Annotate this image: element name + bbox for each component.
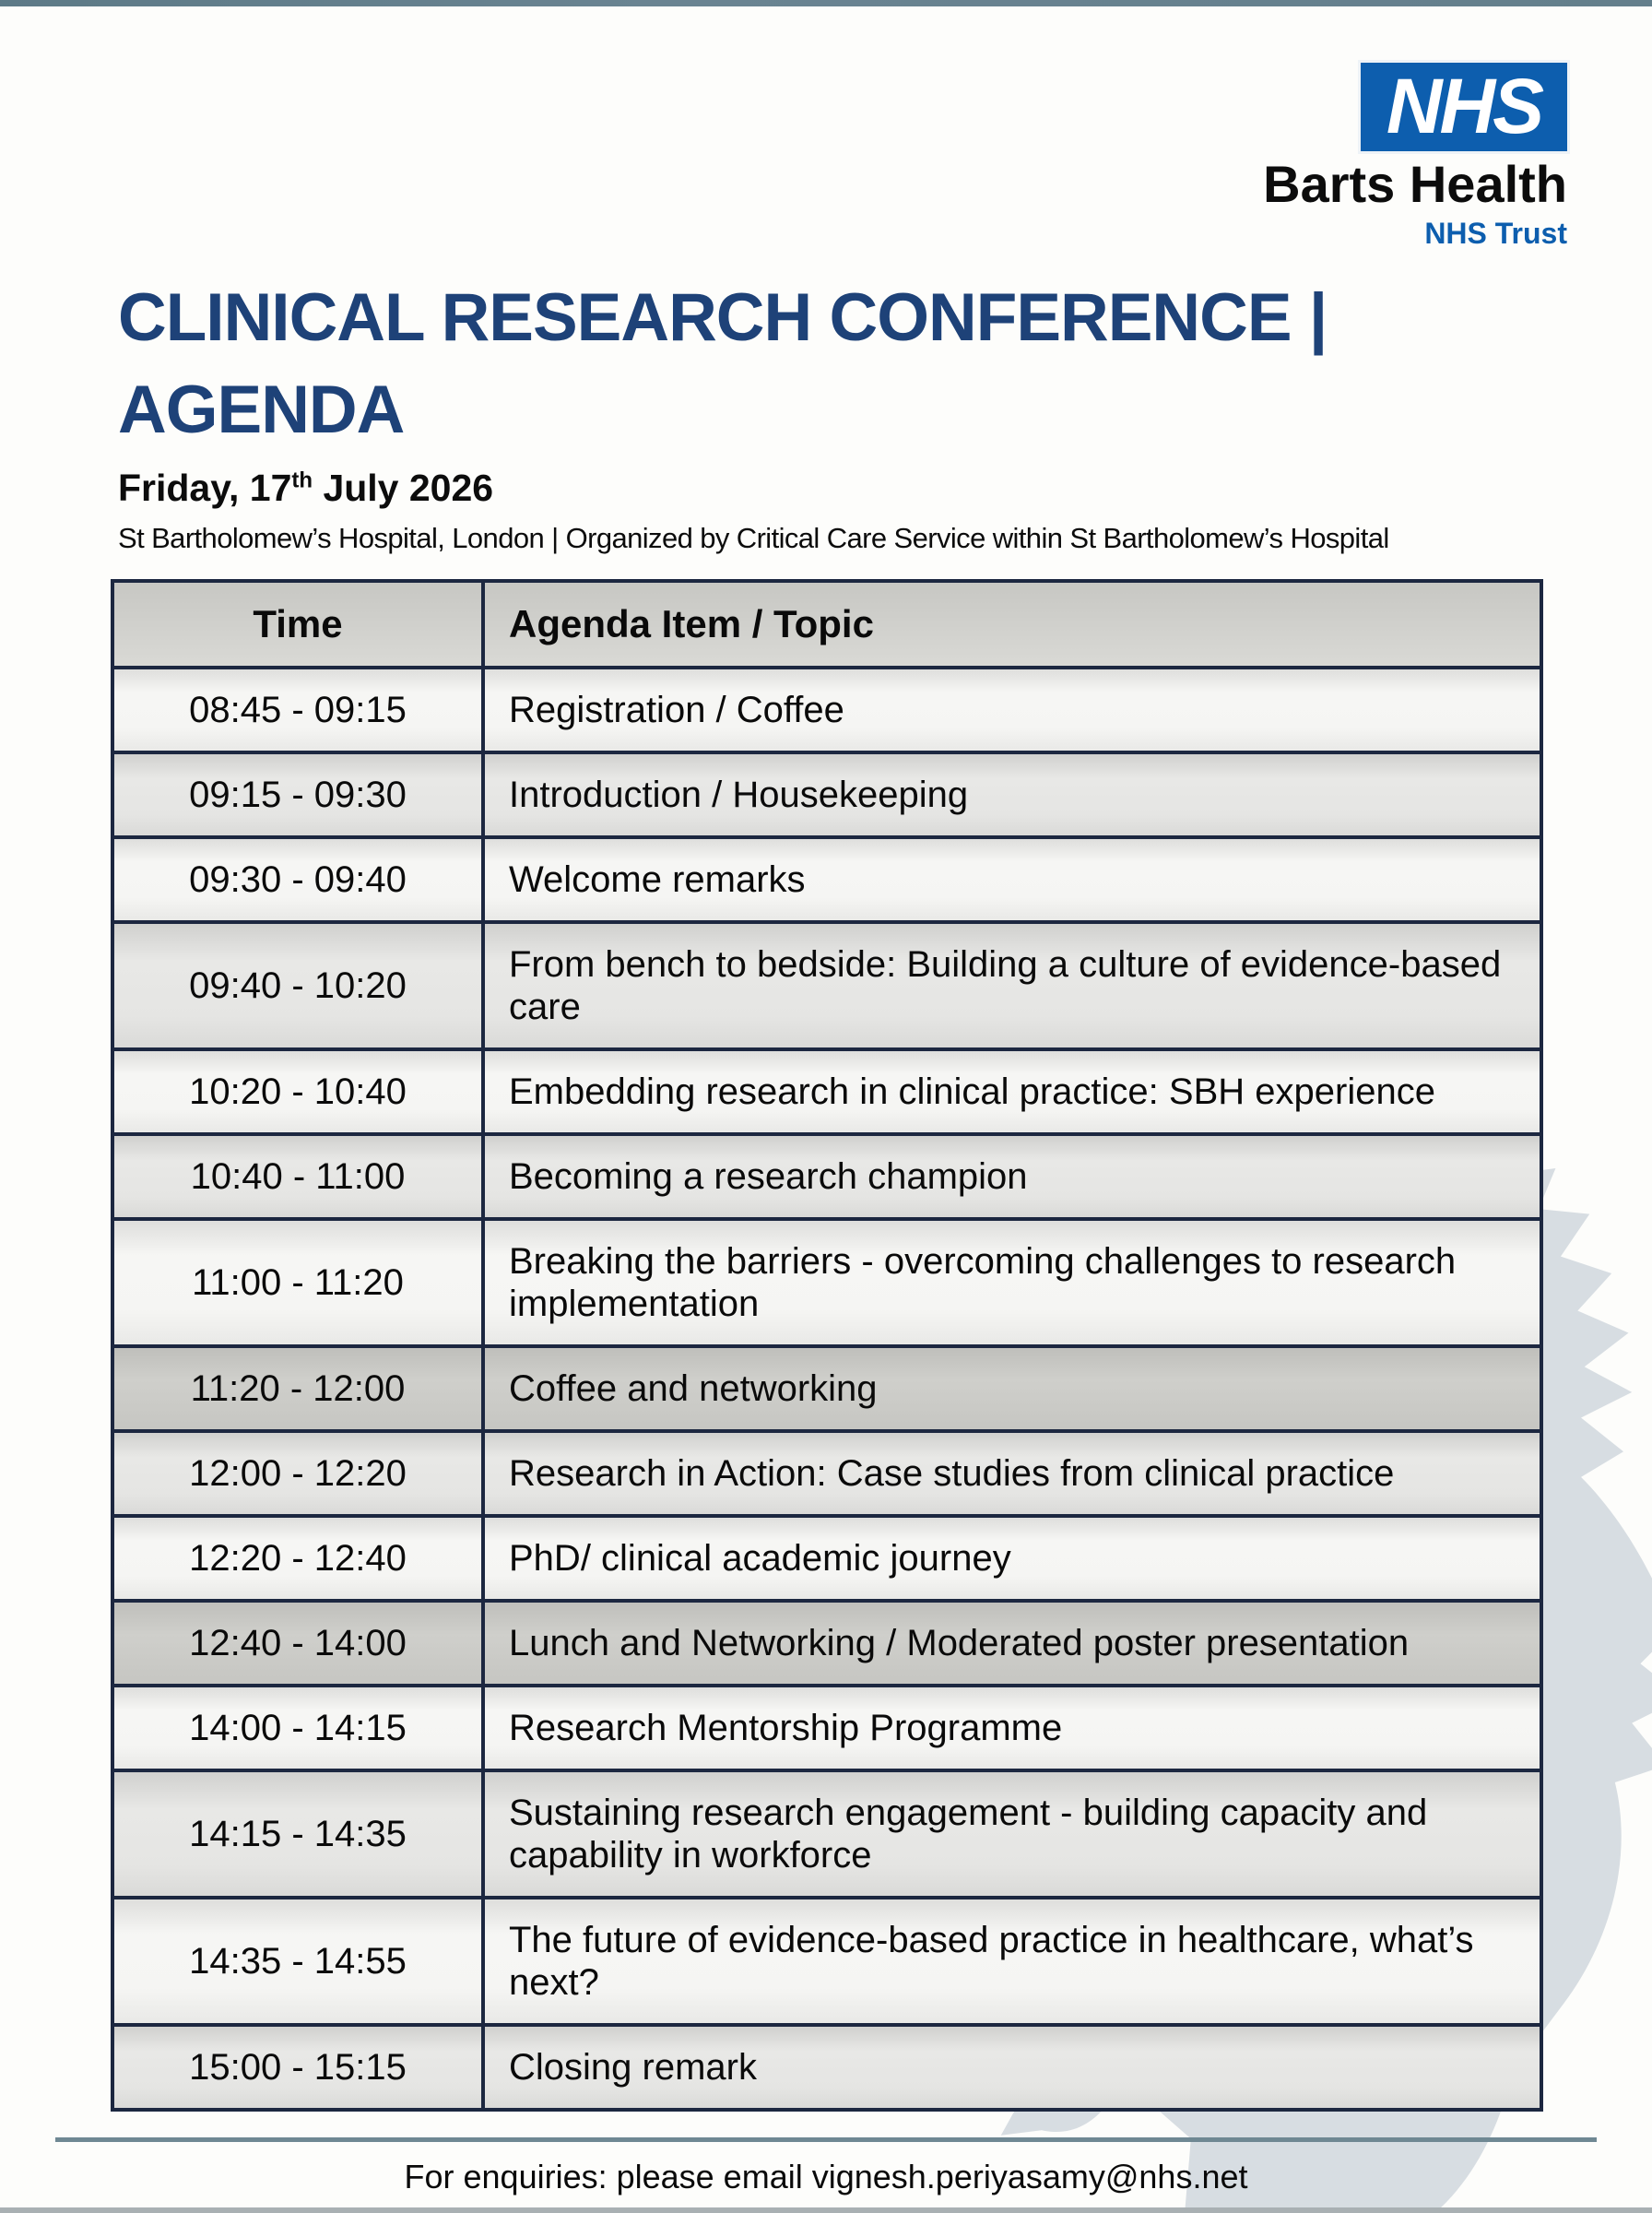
- table-row: 09:15 - 09:30 Introduction / Housekeeping: [111, 751, 1543, 840]
- enquiries-note: For enquiries: please email vignesh.peri…: [0, 2158, 1652, 2196]
- time-cell: 12:40 - 14:00: [111, 1599, 485, 1688]
- time-cell: 14:35 - 14:55: [111, 1896, 485, 2028]
- event-date-prefix: Friday, 17: [118, 467, 292, 509]
- table-row: 12:20 - 12:40 PhD/ clinical academic jour…: [111, 1514, 1543, 1604]
- table-row: 14:35 - 14:55 The future of evidence-base…: [111, 1896, 1543, 2028]
- time-cell: 10:40 - 11:00: [111, 1132, 485, 1222]
- time-cell: 11:20 - 12:00: [111, 1344, 485, 1434]
- table-row: 08:45 - 09:15 Registration / Coffee: [111, 666, 1543, 755]
- event-date-ordinal: th: [291, 467, 313, 493]
- topic-cell: Research Mentorship Programme: [481, 1684, 1543, 1773]
- topic-cell: The future of evidence-based practice in…: [481, 1896, 1543, 2028]
- page-title-line1: CLINICAL RESEARCH CONFERENCE |: [118, 280, 1328, 355]
- table-header-row: Time Agenda Item / Topic: [111, 578, 1543, 670]
- table-row: 09:30 - 09:40 Welcome remarks: [111, 835, 1543, 925]
- topic-cell: Research in Action: Case studies from cl…: [481, 1429, 1543, 1519]
- table-row: 10:40 - 11:00 Becoming a research champio…: [111, 1132, 1543, 1222]
- topic-cell: Introduction / Housekeeping: [481, 751, 1543, 840]
- topic-cell: From bench to bedside: Building a cultur…: [481, 920, 1543, 1052]
- topic-cell: Embedding research in clinical practice:…: [481, 1047, 1543, 1137]
- bottom-edge-strip: [0, 2207, 1652, 2213]
- enquiries-text: For enquiries: please email vignesh.peri…: [404, 2158, 1248, 2195]
- page-title: CLINICAL RESEARCH CONFERENCE | AGENDA: [118, 272, 1556, 456]
- event-location-line: St Bartholomew’s Hospital, London | Orga…: [118, 522, 1389, 554]
- table-row: 09:40 - 10:20 From bench to bedside: Buil…: [111, 920, 1543, 1052]
- column-header-topic: Agenda Item / Topic: [481, 578, 1543, 670]
- topic-cell: Registration / Coffee: [481, 666, 1543, 755]
- table-row: 15:00 - 15:15 Closing remark: [111, 2023, 1543, 2112]
- time-cell: 12:00 - 12:20: [111, 1429, 485, 1519]
- top-edge-strip: [0, 0, 1652, 6]
- topic-cell: Breaking the barriers - overcoming chall…: [481, 1217, 1543, 1349]
- table-row: 14:00 - 14:15 Research Mentorship Program…: [111, 1684, 1543, 1773]
- time-cell: 14:00 - 14:15: [111, 1684, 485, 1773]
- topic-cell: Becoming a research champion: [481, 1132, 1543, 1222]
- topic-cell: Lunch and Networking / Moderated poster …: [481, 1599, 1543, 1688]
- footer-divider: [55, 2137, 1597, 2142]
- event-date: Friday, 17th July 2026: [118, 467, 493, 510]
- nhs-logo: NHS Barts Health NHS Trust: [1263, 63, 1567, 248]
- table-row: 14:15 - 14:35 Sustaining research engagem…: [111, 1769, 1543, 1900]
- table-row: 11:20 - 12:00 Coffee and networking: [111, 1344, 1543, 1434]
- logo-trust-label: NHS Trust: [1424, 217, 1567, 250]
- time-cell: 09:30 - 09:40: [111, 835, 485, 925]
- time-cell: 15:00 - 15:15: [111, 2023, 485, 2112]
- time-cell: 14:15 - 14:35: [111, 1769, 485, 1900]
- table-row: 12:40 - 14:00 Lunch and Networking / Mode…: [111, 1599, 1543, 1688]
- time-cell: 10:20 - 10:40: [111, 1047, 485, 1137]
- time-cell: 09:40 - 10:20: [111, 920, 485, 1052]
- logo-org-name: Barts Health: [1263, 155, 1567, 213]
- topic-cell: Welcome remarks: [481, 835, 1543, 925]
- agenda-table: Time Agenda Item / Topic 08:45 - 09:15 Re…: [111, 578, 1543, 2112]
- page-title-line2: AGENDA: [118, 373, 405, 447]
- topic-cell: Closing remark: [481, 2023, 1543, 2112]
- time-cell: 11:00 - 11:20: [111, 1217, 485, 1349]
- time-cell: 09:15 - 09:30: [111, 751, 485, 840]
- column-header-time: Time: [111, 578, 485, 670]
- time-cell: 08:45 - 09:15: [111, 666, 485, 755]
- nhs-logo-text: NHS: [1386, 63, 1544, 149]
- time-cell: 12:20 - 12:40: [111, 1514, 485, 1604]
- table-row: 11:00 - 11:20 Breaking the barriers - ove…: [111, 1217, 1543, 1349]
- table-row: 10:20 - 10:40 Embedding research in clini…: [111, 1047, 1543, 1137]
- topic-cell: Sustaining research engagement - buildin…: [481, 1769, 1543, 1900]
- table-row: 12:00 - 12:20 Research in Action: Case st…: [111, 1429, 1543, 1519]
- topic-cell: Coffee and networking: [481, 1344, 1543, 1434]
- nhs-logo-box: NHS: [1361, 63, 1567, 151]
- event-date-suffix: July 2026: [313, 467, 494, 509]
- topic-cell: PhD/ clinical academic journey: [481, 1514, 1543, 1604]
